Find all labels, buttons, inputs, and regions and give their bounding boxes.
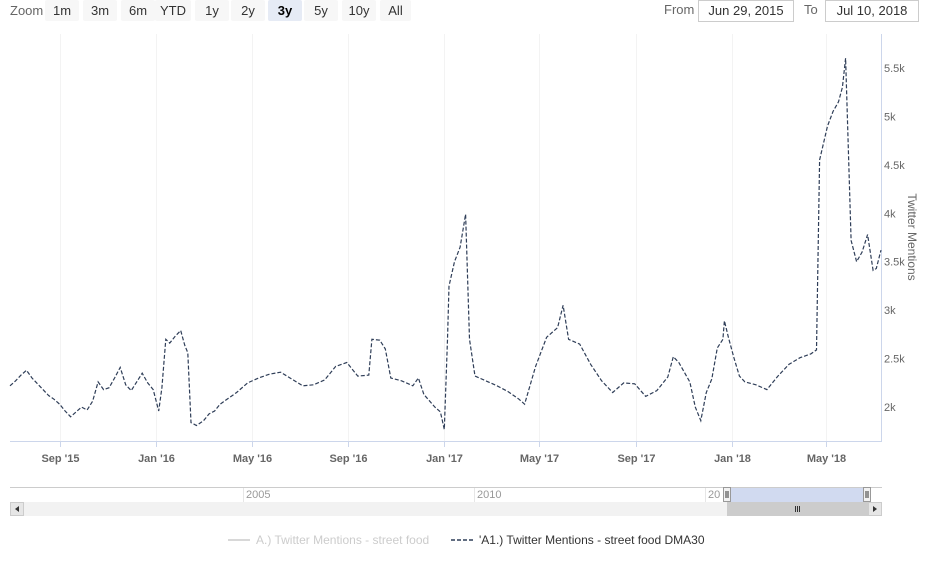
zoom-button-1y[interactable]: 1y <box>195 0 229 21</box>
zoom-button-label: 3y <box>278 3 293 18</box>
y-tick-label: 2.5k <box>884 354 905 366</box>
navigator-year-label: 2010 <box>477 489 501 501</box>
x-tick-label: Jan '18 <box>714 453 751 465</box>
zoom-button-label: 6m <box>129 3 147 18</box>
y-tick-label: 5k <box>884 111 896 123</box>
zoom-button-label: 3m <box>91 3 109 18</box>
from-date-value: Jun 29, 2015 <box>708 3 783 18</box>
zoom-label: Zoom <box>10 3 43 18</box>
legend-label: 'A1.) Twitter Mentions - street food DMA… <box>479 533 705 547</box>
scrollbar-thumb[interactable] <box>727 502 868 516</box>
to-date-value: Jul 10, 2018 <box>837 3 908 18</box>
scroll-left-button[interactable] <box>10 502 24 516</box>
x-tick-label: Jan '17 <box>426 453 463 465</box>
zoom-button-label: 5y <box>314 3 328 18</box>
zoom-button-label: 1y <box>205 3 219 18</box>
navigator-left-handle[interactable] <box>723 487 731 502</box>
legend-item-twitter-mentions[interactable]: A.) Twitter Mentions - street food <box>228 533 429 547</box>
y-tick-label: 3.5k <box>884 257 905 269</box>
y-tick-label: 4.5k <box>884 160 905 172</box>
navigator-selected-range[interactable] <box>727 488 867 502</box>
y-tick-label: 5.5k <box>884 63 905 75</box>
navigator: 2005 2010 20 <box>10 487 882 502</box>
navigator-year-label: 2005 <box>246 489 270 501</box>
x-gridlines <box>60 34 827 441</box>
zoom-button-6m[interactable]: 6m <box>121 0 155 21</box>
to-label: To <box>804 2 818 17</box>
zoom-button-2y[interactable]: 2y <box>231 0 265 21</box>
zoom-button-10y[interactable]: 10y <box>342 0 376 21</box>
chevron-left-icon <box>15 506 19 512</box>
plot-area: Sep '15 Jan '16 May '16 Sep '16 Jan '17 May '… <box>9 34 919 465</box>
navigator-right-handle[interactable] <box>863 487 871 502</box>
scrollbar-track[interactable] <box>10 502 882 516</box>
zoom-button-3y[interactable]: 3y <box>268 0 302 21</box>
y-tick-label: 2k <box>884 402 896 414</box>
zoom-button-label: 2y <box>241 3 255 18</box>
zoom-button-label: All <box>388 3 403 18</box>
x-tick-label: Jan '16 <box>138 453 175 465</box>
zoom-button-5y[interactable]: 5y <box>304 0 338 21</box>
zoom-button-ytd[interactable]: YTD <box>155 0 191 21</box>
legend-label: A.) Twitter Mentions - street food <box>256 533 429 547</box>
y-tick-label: 4k <box>884 208 896 220</box>
chevron-right-icon <box>873 506 877 512</box>
zoom-button-label: YTD <box>160 3 186 18</box>
y-axis-ticks: 2k 2.5k 3k 3.5k 4k 4.5k 5k 5.5k <box>884 63 905 414</box>
y-axis-title: Twitter Mentions <box>905 193 919 280</box>
scrollbar <box>10 502 882 516</box>
from-date-input[interactable]: Jun 29, 2015 <box>698 0 794 22</box>
zoom-button-label: 1m <box>53 3 71 18</box>
zoom-button-label: 10y <box>349 3 370 18</box>
scroll-right-button[interactable] <box>868 502 882 516</box>
zoom-button-1m[interactable]: 1m <box>45 0 79 21</box>
x-tick-label: May '18 <box>807 453 846 465</box>
legend: A.) Twitter Mentions - street food 'A1.)… <box>228 533 705 547</box>
legend-item-twitter-mentions-dma30[interactable]: 'A1.) Twitter Mentions - street food DMA… <box>451 533 705 547</box>
range-selector: Zoom 1m 3m 6m YTD 1y 2y 3y <box>10 0 919 22</box>
zoom-button-3m[interactable]: 3m <box>83 0 117 21</box>
x-tick-label: Sep '17 <box>617 453 655 465</box>
series-line-dma30 <box>9 58 882 430</box>
x-tick-label: May '17 <box>520 453 559 465</box>
to-date-input[interactable]: Jul 10, 2018 <box>825 0 919 22</box>
zoom-button-all[interactable]: All <box>380 0 411 21</box>
x-tick-label: May '16 <box>233 453 272 465</box>
x-tick-label: Sep '16 <box>329 453 367 465</box>
x-tick-label: Sep '15 <box>41 453 79 465</box>
navigator-background <box>10 488 882 502</box>
y-tick-label: 3k <box>884 305 896 317</box>
x-axis-ticks: Sep '15 Jan '16 May '16 Sep '16 Jan '17 May '… <box>41 441 846 465</box>
from-label: From <box>664 2 694 17</box>
navigator-year-label: 20 <box>708 489 720 501</box>
